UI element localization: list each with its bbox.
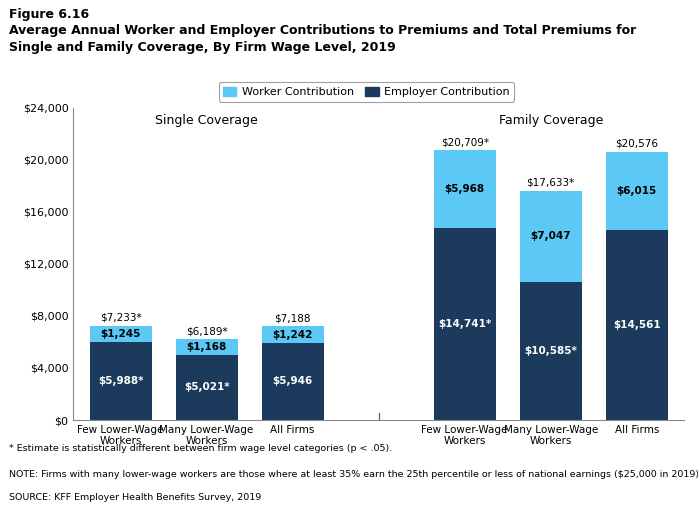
- Bar: [262, 327, 324, 343]
- Bar: [433, 151, 496, 228]
- Text: $20,709*: $20,709*: [440, 137, 489, 147]
- Text: Family Coverage: Family Coverage: [498, 114, 603, 127]
- Text: $1,168: $1,168: [186, 342, 227, 352]
- Text: SOURCE: KFF Employer Health Benefits Survey, 2019: SOURCE: KFF Employer Health Benefits Sur…: [9, 494, 261, 502]
- Text: Single Coverage: Single Coverage: [155, 114, 258, 127]
- Bar: [89, 326, 151, 342]
- Text: $6,015: $6,015: [616, 186, 657, 196]
- Text: $1,245: $1,245: [101, 329, 141, 339]
- Text: $6,189*: $6,189*: [186, 326, 228, 336]
- Bar: [89, 342, 151, 420]
- Bar: [520, 282, 581, 420]
- Text: $7,188: $7,188: [274, 313, 311, 323]
- Text: $7,047: $7,047: [530, 232, 571, 242]
- Text: $5,021*: $5,021*: [184, 382, 230, 392]
- Text: $17,633*: $17,633*: [526, 177, 575, 187]
- Text: $14,561: $14,561: [613, 320, 660, 330]
- Text: Average Annual Worker and Employer Contributions to Premiums and Total Premiums : Average Annual Worker and Employer Contr…: [9, 24, 637, 54]
- Text: $5,988*: $5,988*: [98, 376, 143, 386]
- Text: $5,946: $5,946: [272, 376, 313, 386]
- Text: $1,242: $1,242: [272, 330, 313, 340]
- Legend: Worker Contribution, Employer Contribution: Worker Contribution, Employer Contributi…: [218, 82, 514, 101]
- Text: * Estimate is statistically different between firm wage level categories (p < .0: * Estimate is statistically different be…: [9, 444, 392, 453]
- Text: $20,576: $20,576: [615, 139, 658, 149]
- Bar: [433, 228, 496, 420]
- Bar: [520, 191, 581, 282]
- Text: $7,233*: $7,233*: [100, 312, 142, 322]
- Bar: [606, 152, 668, 230]
- Bar: [176, 340, 237, 355]
- Text: $5,968: $5,968: [445, 184, 484, 194]
- Text: $10,585*: $10,585*: [524, 346, 577, 356]
- Bar: [176, 355, 237, 420]
- Text: NOTE: Firms with many lower-wage workers are those where at least 35% earn the 2: NOTE: Firms with many lower-wage workers…: [9, 470, 698, 479]
- Text: Figure 6.16: Figure 6.16: [9, 8, 89, 21]
- Text: $14,741*: $14,741*: [438, 319, 491, 329]
- Bar: [606, 230, 668, 420]
- Bar: [262, 343, 324, 420]
